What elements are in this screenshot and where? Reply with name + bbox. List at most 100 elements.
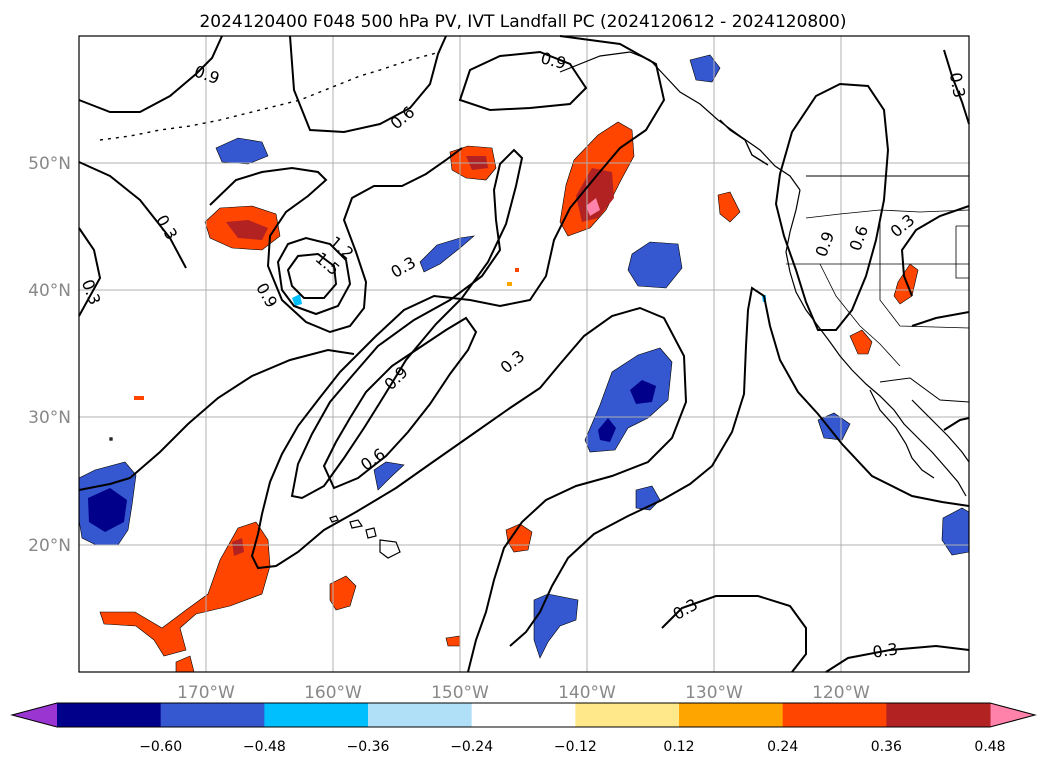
pos-patch-california <box>849 329 873 355</box>
contour-03-northwest <box>78 35 223 113</box>
contour-03-inland-east <box>911 311 970 327</box>
colorbar-tick-label: −0.36 <box>347 739 390 755</box>
coastline-alaska <box>559 51 801 191</box>
colorbar-segment <box>57 703 162 727</box>
contour-09-north-loop <box>458 50 588 112</box>
colorbar-segment <box>471 703 576 727</box>
colorbar-tick-label: −0.60 <box>139 739 182 755</box>
contour-03-far-southeast <box>943 417 970 431</box>
border-state-4 <box>879 218 970 329</box>
colorbar-extension-low <box>12 703 57 727</box>
neg-core-large-1 <box>630 380 656 404</box>
colorbar-tick-label: 0.12 <box>663 739 694 755</box>
coastline-west-us <box>785 189 967 497</box>
contour-03-west <box>78 161 187 269</box>
coastline-mainland-mexico <box>911 399 970 463</box>
colorbar-tick-label: 0.36 <box>871 739 902 755</box>
neg-patch-nw <box>215 137 269 165</box>
contour-03-north-right <box>250 35 688 673</box>
colorbar-segment <box>264 703 369 727</box>
neg-core-large-2 <box>598 418 616 442</box>
negative-anomaly-patches <box>78 54 970 659</box>
border-state-3 <box>819 263 901 367</box>
lon-tick-label: 130°W <box>685 683 743 703</box>
coast-bc-islands <box>719 119 769 166</box>
lat-tick-label: 50°N <box>28 154 71 174</box>
neg-patch-hawaii-north <box>373 461 405 491</box>
coastlines <box>99 51 970 497</box>
lon-tick-label: 120°W <box>812 683 870 703</box>
hawaiian-islands <box>109 437 401 559</box>
contour-03-southwest <box>78 348 355 491</box>
contour-06-north <box>289 35 447 134</box>
neg-patch-mid-east <box>627 241 683 289</box>
pos-patch-small-2 <box>445 635 461 647</box>
map-frame <box>78 35 970 673</box>
latitude-ticks: 50°N 40°N 30°N 20°N <box>28 154 71 556</box>
lon-tick-label: 140°W <box>558 683 616 703</box>
colorbar-ticks: −0.60 −0.48 −0.36 −0.24 −0.12 0.12 0.24 0.36 0.4… <box>139 739 1005 755</box>
colorbar-tick-label: 0.24 <box>767 739 798 755</box>
colorbar-segment <box>368 703 473 727</box>
contour-12-loop <box>276 236 352 316</box>
map-title: 2024120400 F048 500 hPa PV, IVT Landfall… <box>199 12 846 32</box>
shaded-anomalies <box>78 54 970 673</box>
contour-label: 0.3 <box>946 71 969 99</box>
contour-09-center-ridge <box>290 148 524 500</box>
lat-tick-label: 40°N <box>28 281 71 301</box>
pos-patch-small-1 <box>134 396 144 400</box>
lon-tick-label: 150°W <box>431 683 489 703</box>
border-state-5 <box>955 225 969 279</box>
pos-core-ne-large <box>576 168 614 222</box>
pos-patch-coast-1 <box>717 191 741 223</box>
colorbar: −0.60 −0.48 −0.36 −0.24 −0.12 0.12 0.24 0.36 0.4… <box>10 702 1037 755</box>
contour-15-loop <box>286 252 338 299</box>
pos-patch-south-2 <box>329 575 357 611</box>
contour-03-far-northeast <box>943 49 970 125</box>
pos-core-west-north <box>226 220 268 240</box>
map-panel: 0.9 0.9 0.3 0.6 0.3 1.2 1.5 0.3 0.9 0.3 … <box>78 35 970 673</box>
pos-core-sw <box>232 538 244 556</box>
contour-03-west-2 <box>78 227 102 317</box>
pos-patch-small-3 <box>515 268 519 272</box>
colorbar-segment <box>679 703 784 727</box>
border-state-1 <box>805 209 970 219</box>
colorbar-segment <box>575 703 680 727</box>
neg-patch-small-1 <box>292 294 302 306</box>
contour-09-inland <box>774 82 890 331</box>
contour-03-southeast-loop <box>509 286 970 647</box>
contour-06-inland <box>900 205 970 297</box>
border-us-mexico <box>879 377 970 403</box>
colorbar-segment <box>782 703 887 727</box>
colorbar-segment <box>160 703 265 727</box>
colorbar-tick-label: −0.12 <box>554 739 597 755</box>
colorbar-outline <box>10 702 1037 728</box>
neg-patch-alaska <box>689 54 721 83</box>
contour-03-south-far <box>825 644 970 673</box>
lon-tick-label: 170°W <box>177 683 235 703</box>
coastline-baja <box>869 389 935 479</box>
positive-anomaly-patches <box>99 121 919 673</box>
pos-peak-ne-large <box>586 198 600 216</box>
lat-tick-label: 20°N <box>28 536 71 556</box>
neg-core-west <box>88 488 127 532</box>
lon-tick-label: 160°W <box>304 683 362 703</box>
neg-patch-baja <box>817 412 851 441</box>
colorbar-segment <box>886 703 991 727</box>
longitude-ticks: 170°W 160°W 150°W 140°W 130°W 120°W <box>177 683 870 703</box>
contour-06-center-ridge <box>322 316 478 490</box>
colorbar-tick-label: 0.48 <box>974 739 1005 755</box>
colorbar-tick-label: −0.24 <box>450 739 493 755</box>
pos-patch-small-4 <box>507 282 512 286</box>
pos-patch-sw-long <box>99 521 271 657</box>
colorbar-tick-label: −0.48 <box>243 739 286 755</box>
contour-03-south-right <box>661 595 807 673</box>
colorbar-segments <box>12 703 1035 727</box>
contour-09-center-loop <box>209 147 463 334</box>
neg-patch-south <box>533 593 579 659</box>
pv-contours <box>78 35 970 673</box>
colorbar-extension-high <box>990 703 1035 727</box>
lat-tick-label: 30°N <box>28 408 71 428</box>
contour-label: 0.3 <box>871 639 899 661</box>
